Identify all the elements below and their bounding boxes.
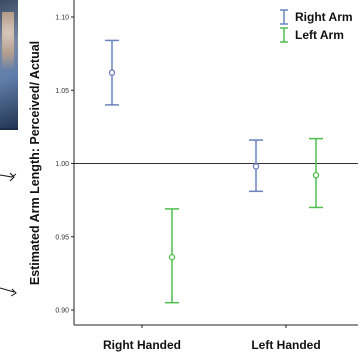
y-axis-title: Estimated Arm Length: Perceived/ Actual <box>28 41 42 285</box>
legend-label: Left Arm <box>295 28 344 42</box>
legend-label: Right Arm <box>295 10 353 24</box>
mean-point <box>312 171 320 179</box>
mean-point <box>108 69 116 76</box>
error-bar <box>105 39 119 106</box>
hand-sketch-upper <box>0 172 17 182</box>
y-tick-label: 0.95 <box>55 234 69 241</box>
y-tick-label: 1.10 <box>55 15 69 22</box>
x-tick-label: Right Handed <box>103 338 181 352</box>
photo-face-highlight <box>2 12 14 82</box>
photo-thumbnail <box>0 0 18 130</box>
hand-sketch-lower <box>0 287 17 297</box>
y-tick-label: 0.90 <box>55 308 69 315</box>
legend-entry: Left Arm <box>280 27 344 43</box>
error-bar-chart: Estimated Arm Length: Perceived/ Actual … <box>28 0 358 352</box>
error-bar <box>165 208 179 304</box>
left-image-strip <box>0 0 25 354</box>
error-bar <box>249 139 263 193</box>
x-tick-label: Left Handed <box>251 338 320 352</box>
legend-entry: Right Arm <box>280 9 353 25</box>
error-bar <box>309 137 323 209</box>
y-tick-label: 1.05 <box>55 88 69 95</box>
sketch-drawing <box>0 172 17 297</box>
mean-point <box>168 254 176 261</box>
mean-point <box>252 163 260 170</box>
y-tick-label: 1.00 <box>55 161 69 168</box>
